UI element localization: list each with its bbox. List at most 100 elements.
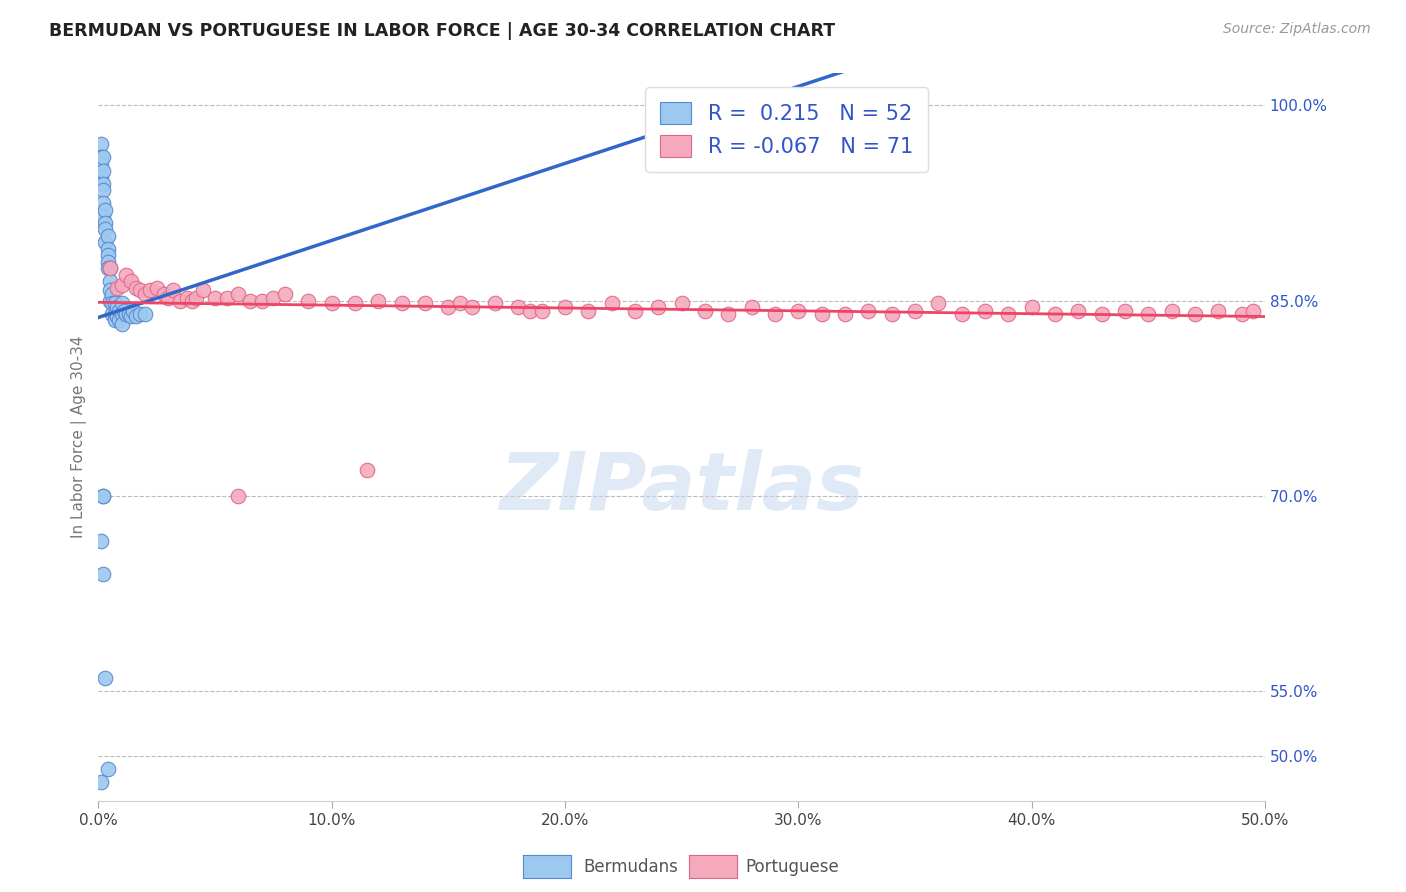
Point <box>169 293 191 308</box>
Point <box>1021 300 1043 314</box>
Point <box>180 293 202 308</box>
Point <box>120 274 142 288</box>
Point <box>90 534 112 549</box>
Point <box>111 317 134 331</box>
Point <box>134 287 156 301</box>
Point <box>600 296 623 310</box>
Text: BERMUDAN VS PORTUGUESE IN LABOR FORCE | AGE 30-34 CORRELATION CHART: BERMUDAN VS PORTUGUESE IN LABOR FORCE | … <box>49 22 835 40</box>
Point <box>115 268 138 282</box>
Point <box>763 306 786 320</box>
Point <box>108 313 131 327</box>
Point <box>90 157 112 171</box>
Point <box>90 151 112 165</box>
Point <box>98 260 121 275</box>
Point <box>1160 304 1182 318</box>
Point <box>111 277 134 292</box>
Point <box>239 293 262 308</box>
Point <box>1137 306 1160 320</box>
Point <box>94 235 117 249</box>
Point <box>484 296 506 310</box>
Point <box>152 287 174 301</box>
Point <box>94 202 117 217</box>
Point <box>460 300 482 314</box>
Point <box>554 300 576 314</box>
Point <box>91 489 114 503</box>
Point <box>162 283 184 297</box>
Point <box>262 291 284 305</box>
Point <box>671 296 693 310</box>
Point <box>1114 304 1136 318</box>
Point <box>508 300 530 314</box>
Point <box>101 306 124 320</box>
Point <box>97 242 120 256</box>
Point <box>717 306 740 320</box>
Point <box>120 309 142 323</box>
Point <box>101 296 124 310</box>
Point <box>90 137 112 152</box>
Text: Source: ZipAtlas.com: Source: ZipAtlas.com <box>1223 22 1371 37</box>
Point <box>134 306 156 320</box>
Point <box>115 306 138 320</box>
Point <box>834 306 856 320</box>
Point <box>1043 306 1066 320</box>
Point <box>91 566 114 581</box>
Point <box>927 296 949 310</box>
Point <box>693 304 716 318</box>
Point <box>105 280 128 294</box>
Point <box>105 309 128 323</box>
Point <box>111 296 134 310</box>
Point <box>193 283 215 297</box>
Point <box>250 293 273 308</box>
Point <box>228 287 250 301</box>
Point <box>215 291 238 305</box>
Point <box>391 296 413 310</box>
Point <box>97 260 120 275</box>
Point <box>98 283 121 297</box>
Point <box>228 489 250 503</box>
Point <box>91 183 114 197</box>
Point <box>97 228 120 243</box>
Point <box>413 296 436 310</box>
Point <box>204 291 226 305</box>
Point <box>91 163 114 178</box>
Point <box>118 306 141 320</box>
Point <box>1206 304 1229 318</box>
Point <box>111 306 134 320</box>
Point <box>91 489 114 503</box>
Point <box>624 304 647 318</box>
Point <box>105 300 128 314</box>
Text: Bermudans: Bermudans <box>583 858 678 876</box>
Point <box>97 762 120 776</box>
Point <box>367 293 389 308</box>
Point <box>145 280 167 294</box>
Point <box>858 304 880 318</box>
Point <box>186 291 208 305</box>
Point <box>274 287 297 301</box>
Point <box>1241 304 1264 318</box>
Point <box>94 215 117 229</box>
Point <box>530 304 553 318</box>
Point <box>112 304 135 318</box>
Point <box>94 222 117 236</box>
Point <box>129 306 152 320</box>
Point <box>125 280 148 294</box>
Point <box>104 296 127 310</box>
Point <box>904 304 927 318</box>
Point <box>138 283 160 297</box>
Point <box>98 274 121 288</box>
Point <box>91 151 114 165</box>
Point <box>101 287 124 301</box>
Point <box>125 309 148 323</box>
Text: Portuguese: Portuguese <box>745 858 839 876</box>
Point <box>98 293 121 308</box>
Text: ZIPatlas: ZIPatlas <box>499 449 865 527</box>
Point <box>1090 306 1112 320</box>
Point <box>356 462 378 476</box>
Point <box>157 291 180 305</box>
Point <box>321 296 343 310</box>
Point <box>741 92 763 106</box>
Point <box>880 306 903 320</box>
Point <box>122 304 145 318</box>
Point <box>104 306 127 320</box>
Point <box>129 283 152 297</box>
